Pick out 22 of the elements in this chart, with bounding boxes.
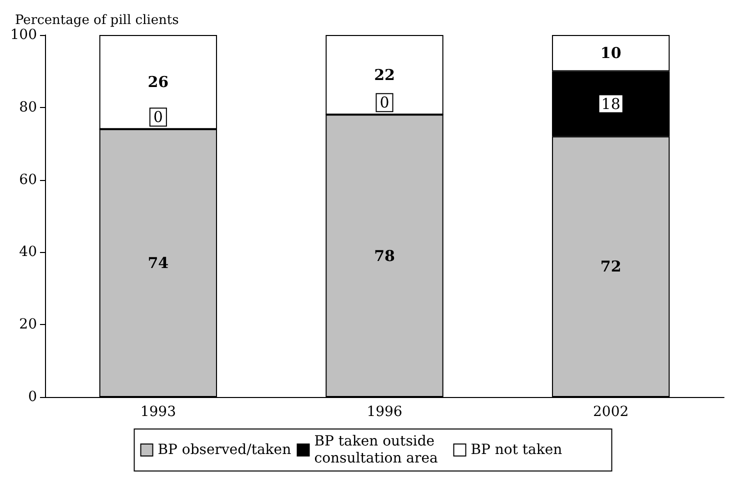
y-tick-label: 80 bbox=[19, 99, 37, 116]
x-tick-label: 1993 bbox=[140, 404, 176, 420]
x-tick-label: 2002 bbox=[593, 404, 629, 420]
data-label: 26 bbox=[148, 73, 169, 92]
data-label: 72 bbox=[600, 258, 622, 276]
legend-label: BP observed/taken bbox=[158, 442, 292, 458]
data-label: 0 bbox=[380, 94, 390, 112]
y-tick-label: 100 bbox=[10, 27, 37, 43]
y-tick-label: 20 bbox=[19, 316, 37, 333]
legend-label: BP taken outside consultation area bbox=[314, 434, 440, 466]
data-label: 10 bbox=[600, 44, 622, 62]
x-tick-label: 1996 bbox=[366, 404, 402, 420]
data-label: 74 bbox=[148, 254, 169, 272]
legend-label: BP not taken bbox=[470, 442, 562, 458]
data-label: 18 bbox=[601, 94, 620, 113]
data-label: 22 bbox=[374, 66, 395, 84]
data-label: 78 bbox=[374, 246, 395, 265]
y-tick-label: 60 bbox=[19, 172, 37, 188]
y-axis-title: Percentage of pill clients bbox=[15, 13, 179, 28]
data-label: 0 bbox=[153, 108, 163, 126]
y-tick-label: 0 bbox=[28, 389, 37, 405]
y-tick-label: 40 bbox=[19, 244, 37, 260]
